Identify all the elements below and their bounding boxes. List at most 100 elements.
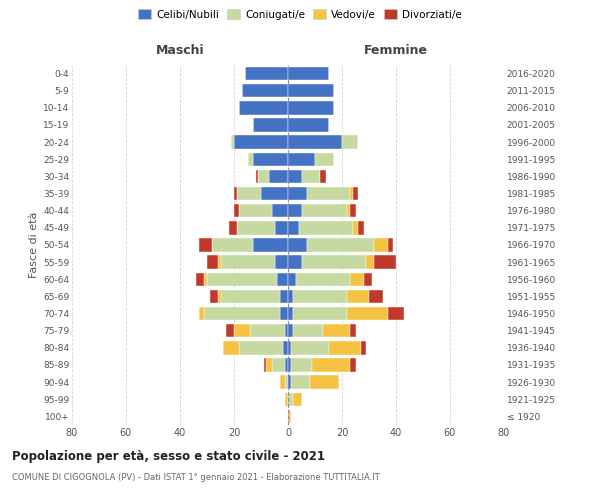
Bar [232, 136, 234, 149]
Bar [290, 341, 329, 354]
Text: Popolazione per età, sesso e stato civile - 2021: Popolazione per età, sesso e stato civil… [12, 450, 325, 463]
Bar [247, 152, 253, 166]
Bar [275, 221, 288, 234]
Bar [272, 358, 286, 372]
Bar [288, 272, 296, 286]
Bar [323, 324, 350, 338]
Bar [350, 324, 355, 338]
Bar [350, 187, 353, 200]
Bar [290, 358, 313, 372]
Bar [242, 84, 288, 98]
Bar [269, 170, 288, 183]
Bar [288, 221, 299, 234]
Bar [253, 118, 288, 132]
Bar [313, 358, 350, 372]
Legend: Celibi/Nubili, Coniugati/e, Vedovi/e, Divorziati/e: Celibi/Nubili, Coniugati/e, Vedovi/e, Di… [134, 5, 466, 24]
Text: COMUNE DI CIGOGNOLA (PV) - Dati ISTAT 1° gennaio 2021 - Elaborazione TUTTITALIA.: COMUNE DI CIGOGNOLA (PV) - Dati ISTAT 1°… [12, 472, 380, 482]
Bar [288, 341, 290, 354]
Bar [204, 307, 280, 320]
Bar [288, 204, 302, 218]
Bar [239, 341, 283, 354]
Bar [288, 290, 293, 303]
Bar [299, 221, 353, 234]
Bar [234, 204, 239, 218]
Bar [286, 392, 288, 406]
Bar [288, 324, 293, 338]
Bar [347, 290, 369, 303]
Bar [353, 221, 358, 234]
Bar [236, 221, 275, 234]
Bar [210, 290, 218, 303]
Bar [342, 136, 358, 149]
Bar [293, 307, 347, 320]
Bar [261, 187, 288, 200]
Bar [293, 392, 302, 406]
Bar [236, 187, 261, 200]
Bar [229, 221, 236, 234]
Bar [347, 307, 388, 320]
Bar [275, 256, 288, 269]
Bar [315, 152, 334, 166]
Bar [290, 376, 310, 389]
Bar [288, 256, 302, 269]
Bar [288, 136, 342, 149]
Bar [288, 376, 290, 389]
Bar [350, 272, 364, 286]
Bar [280, 290, 288, 303]
Bar [288, 84, 334, 98]
Bar [226, 324, 234, 338]
Bar [369, 290, 383, 303]
Bar [347, 204, 350, 218]
Bar [388, 238, 394, 252]
Bar [250, 324, 286, 338]
Bar [302, 256, 366, 269]
Bar [223, 341, 239, 354]
Bar [350, 358, 355, 372]
Bar [374, 238, 388, 252]
Bar [366, 256, 374, 269]
Bar [350, 204, 355, 218]
Bar [239, 204, 272, 218]
Text: Femmine: Femmine [364, 44, 428, 58]
Bar [288, 358, 290, 372]
Bar [221, 256, 275, 269]
Bar [388, 307, 404, 320]
Bar [288, 410, 290, 423]
Bar [361, 341, 366, 354]
Bar [253, 152, 288, 166]
Bar [272, 204, 288, 218]
Bar [358, 221, 364, 234]
Bar [234, 187, 236, 200]
Bar [253, 238, 288, 252]
Bar [280, 307, 288, 320]
Bar [264, 358, 266, 372]
Bar [218, 290, 221, 303]
Bar [310, 376, 340, 389]
Bar [288, 118, 329, 132]
Bar [199, 307, 204, 320]
Bar [307, 238, 374, 252]
Bar [286, 376, 288, 389]
Bar [288, 170, 302, 183]
Bar [364, 272, 372, 286]
Bar [196, 272, 204, 286]
Bar [288, 307, 293, 320]
Bar [286, 358, 288, 372]
Bar [329, 341, 361, 354]
Bar [221, 290, 280, 303]
Bar [288, 67, 329, 80]
Bar [234, 136, 288, 149]
Bar [296, 272, 350, 286]
Bar [283, 341, 288, 354]
Bar [293, 290, 347, 303]
Bar [218, 256, 221, 269]
Bar [302, 204, 347, 218]
Text: Maschi: Maschi [155, 44, 205, 58]
Bar [207, 272, 277, 286]
Bar [307, 187, 350, 200]
Bar [204, 272, 207, 286]
Bar [256, 170, 259, 183]
Bar [288, 238, 307, 252]
Bar [277, 272, 288, 286]
Bar [234, 324, 250, 338]
